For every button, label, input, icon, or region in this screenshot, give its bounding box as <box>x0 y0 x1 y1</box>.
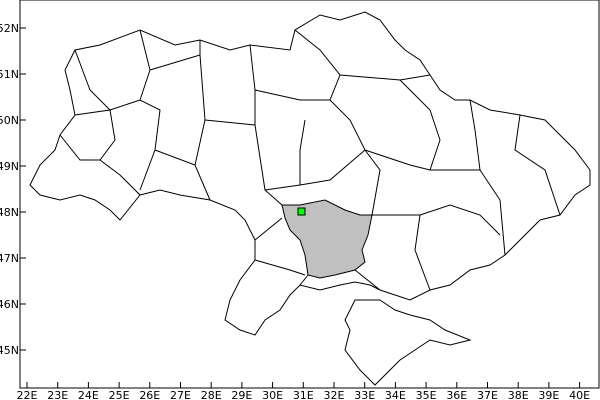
crimea-border <box>344 299 472 386</box>
y-tick-label: 48N <box>0 206 19 219</box>
x-tick-label: 28E <box>201 389 222 400</box>
x-tick-label: 25E <box>109 389 130 400</box>
y-tick-label: 46N <box>0 298 19 311</box>
x-tick-label: 23E <box>47 389 68 400</box>
y-tick-label: 50N <box>0 114 19 127</box>
x-tick-label: 40E <box>569 389 590 400</box>
x-tick-label: 37E <box>477 389 498 400</box>
x-tick-label: 33E <box>354 389 375 400</box>
plot-frame <box>19 0 600 389</box>
x-tick-label: 22E <box>17 389 38 400</box>
x-tick-label: 27E <box>170 389 191 400</box>
x-tick-label: 29E <box>231 389 252 400</box>
x-tick-label: 26E <box>139 389 160 400</box>
x-tick-label: 38E <box>508 389 529 400</box>
y-tick-label: 47N <box>0 252 19 265</box>
x-tick-label: 32E <box>324 389 345 400</box>
y-tick-label: 52N <box>0 22 19 35</box>
x-tick-label: 35E <box>416 389 437 400</box>
x-tick-label: 30E <box>262 389 283 400</box>
x-tick-label: 31E <box>293 389 314 400</box>
y-tick-label: 45N <box>0 344 19 357</box>
x-tick-label: 34E <box>385 389 406 400</box>
country-outline <box>29 11 591 386</box>
x-tick-label: 39E <box>538 389 559 400</box>
x-tick-label: 24E <box>78 389 99 400</box>
location-marker <box>297 207 306 216</box>
highlighted-region <box>281 199 373 279</box>
x-tick-label: 36E <box>446 389 467 400</box>
y-tick-label: 49N <box>0 160 19 173</box>
region-boundaries <box>59 29 561 291</box>
mainland-border <box>29 11 591 336</box>
axis-ticks: 22E 23E 24E 25E 26E 27E 28E 29E 30E 31E 32E 33E 34E 3… <box>0 22 590 400</box>
y-tick-label: 51N <box>0 68 19 81</box>
